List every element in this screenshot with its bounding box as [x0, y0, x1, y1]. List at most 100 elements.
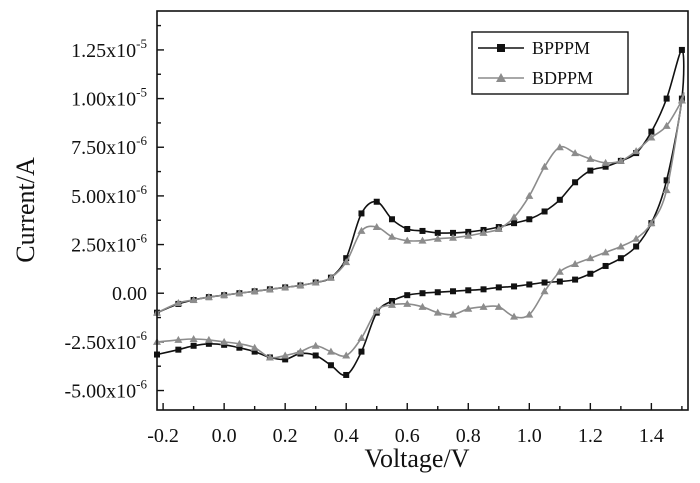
data-point-bdppm — [449, 310, 458, 318]
data-point-bdppm — [433, 308, 442, 316]
data-point-bpppm — [526, 281, 533, 288]
data-point-bpppm — [587, 270, 594, 277]
data-point-bdppm — [677, 96, 686, 104]
data-point-bdppm — [372, 306, 381, 314]
data-point-bdppm — [265, 353, 274, 361]
data-point-bdppm — [540, 287, 549, 295]
x-tick-label: 0.2 — [273, 425, 298, 447]
data-point-bdppm — [632, 147, 641, 155]
y-tick-label: 1.25x10-5 — [71, 36, 147, 62]
plot-series — [153, 46, 686, 378]
data-point-bdppm — [464, 231, 473, 239]
data-point-bdppm — [189, 296, 198, 304]
x-tick-label: 1.4 — [639, 425, 664, 447]
data-point-bdppm — [418, 302, 427, 310]
data-point-bdppm — [357, 333, 366, 341]
series-line-bpppm — [156, 49, 685, 377]
data-point-bdppm — [449, 233, 458, 241]
data-point-bdppm — [494, 302, 503, 310]
data-point-bdppm — [601, 158, 610, 166]
data-point-bdppm — [220, 337, 229, 345]
data-point-bdppm — [464, 304, 473, 312]
data-point-bpppm — [236, 344, 243, 351]
data-point-bdppm — [510, 213, 519, 221]
legend-marker-bpppm — [497, 44, 505, 52]
data-point-bdppm — [235, 339, 244, 347]
legend-marker-bdppm — [496, 73, 506, 82]
data-point-bdppm — [372, 223, 381, 231]
y-tick-label: 2.50x10-6 — [71, 231, 147, 257]
data-point-bpppm — [358, 348, 365, 355]
data-point-bdppm — [632, 234, 641, 242]
y-axis-title: Current/A — [11, 157, 40, 263]
data-point-bdppm — [555, 143, 564, 151]
data-point-bdppm — [525, 191, 534, 199]
data-point-bpppm — [541, 279, 548, 286]
data-point-bpppm — [541, 208, 548, 215]
data-point-bdppm — [296, 281, 305, 289]
data-point-bpppm — [556, 196, 563, 203]
data-point-bpppm — [617, 255, 624, 262]
x-axis-title: Voltage/V — [365, 444, 470, 473]
data-point-bdppm — [326, 273, 335, 281]
y-tick-label: 7.50x10-6 — [71, 133, 147, 159]
data-point-bdppm — [616, 242, 625, 250]
data-point-bpppm — [572, 276, 579, 283]
data-point-bpppm — [190, 342, 197, 349]
y-tick-labels: -5.00x10-6 -2.50x10-6 0.00 2.50x10-6 5.00x10… — [64, 36, 147, 403]
data-point-bpppm — [175, 346, 182, 353]
data-point-bpppm — [404, 292, 411, 299]
x-tick-label: 0.0 — [212, 425, 237, 447]
data-point-bpppm — [678, 46, 685, 53]
y-tick-label: 5.00x10-6 — [71, 182, 147, 208]
data-point-bpppm — [358, 210, 365, 217]
data-point-bdppm — [265, 285, 274, 293]
data-point-bdppm — [433, 234, 442, 242]
data-point-bpppm — [282, 356, 289, 363]
x-tick-label: -0.2 — [147, 425, 179, 447]
data-point-bpppm — [633, 243, 640, 250]
data-point-bpppm — [450, 288, 457, 295]
data-point-bdppm — [204, 335, 213, 343]
data-point-bdppm — [250, 287, 259, 295]
data-point-bpppm — [343, 371, 350, 378]
data-point-bpppm — [663, 95, 670, 102]
data-point-bpppm — [526, 216, 533, 223]
data-point-bdppm — [571, 260, 580, 268]
data-point-bdppm — [510, 312, 519, 320]
data-point-bpppm — [419, 290, 426, 297]
data-point-bdppm — [342, 351, 351, 359]
y-tick-label: -2.50x10-6 — [64, 328, 147, 354]
data-point-bpppm — [251, 348, 258, 355]
legend-label-bdppm: BDPPM — [532, 68, 593, 88]
x-tick-label: 0.6 — [395, 425, 420, 447]
data-point-bdppm — [403, 236, 412, 244]
data-point-bpppm — [663, 177, 670, 184]
data-point-bpppm — [648, 128, 655, 135]
data-point-bpppm — [495, 284, 502, 291]
data-point-bdppm — [662, 121, 671, 129]
data-point-bdppm — [311, 278, 320, 286]
data-point-bpppm — [572, 179, 579, 186]
data-point-bdppm — [586, 154, 595, 162]
data-point-bpppm — [587, 167, 594, 174]
x-tick-label: 0.8 — [456, 425, 481, 447]
data-point-bdppm — [647, 219, 656, 227]
data-point-bpppm — [434, 289, 441, 296]
data-point-bdppm — [357, 226, 366, 234]
data-point-bdppm — [403, 299, 412, 307]
data-point-bpppm — [327, 362, 334, 369]
data-point-bpppm — [602, 163, 609, 170]
data-point-bdppm — [662, 186, 671, 194]
data-point-bdppm — [189, 334, 198, 342]
data-point-bdppm — [555, 267, 564, 275]
data-point-bdppm — [479, 228, 488, 236]
data-point-bdppm — [174, 335, 183, 343]
data-point-bpppm — [465, 287, 472, 294]
data-point-bdppm — [418, 236, 427, 244]
data-point-bpppm — [511, 283, 518, 290]
data-point-bdppm — [494, 224, 503, 232]
data-point-bdppm — [387, 232, 396, 240]
data-point-bdppm — [311, 341, 320, 349]
